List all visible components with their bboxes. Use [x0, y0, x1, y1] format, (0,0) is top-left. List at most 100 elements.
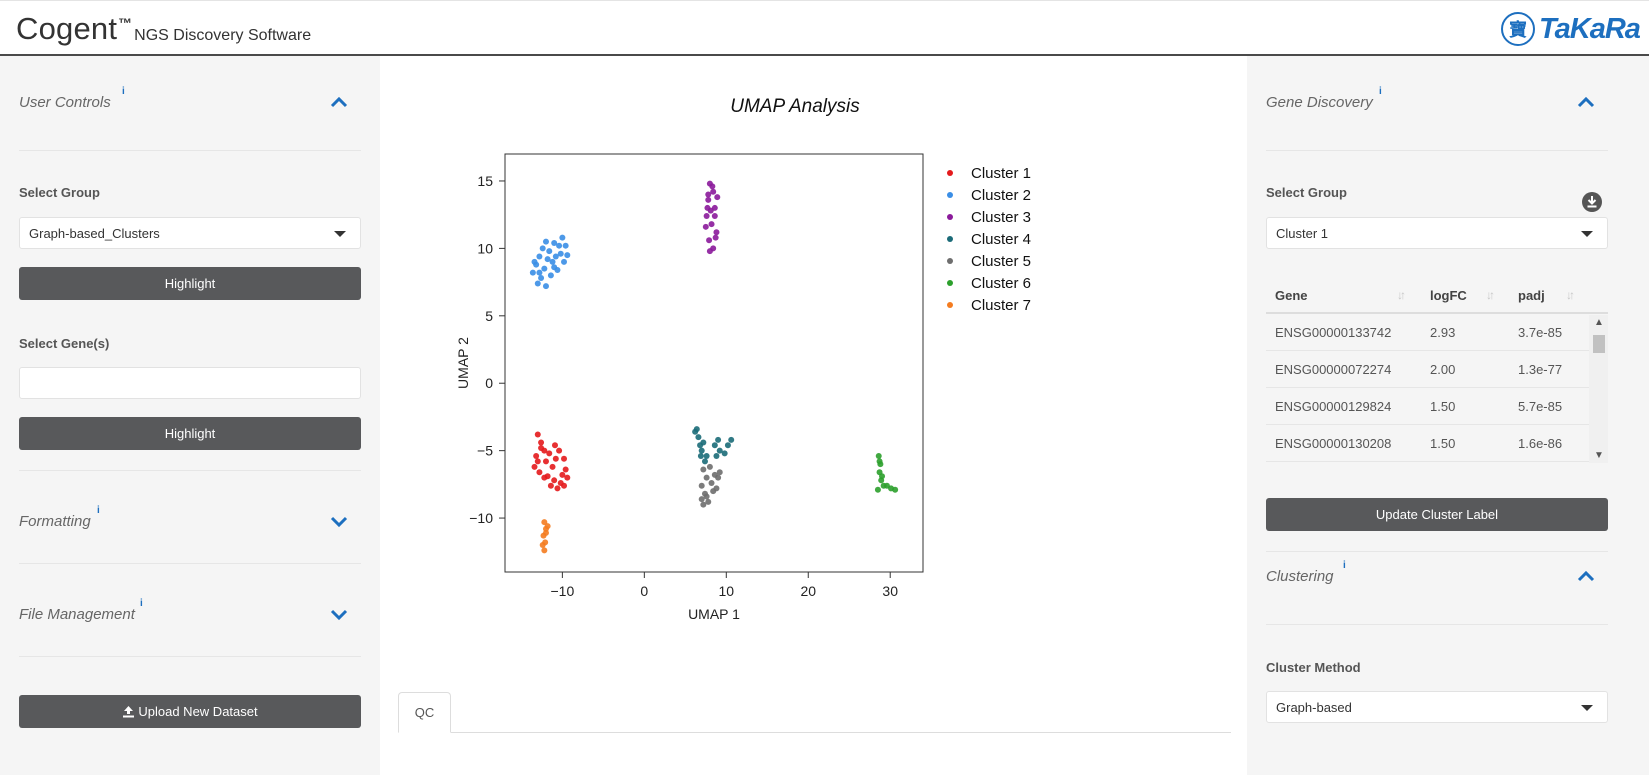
- caret-down-icon: [334, 231, 346, 237]
- data-point: [705, 196, 712, 203]
- y-axis-label: UMAP 2: [455, 337, 471, 389]
- data-point: [700, 501, 707, 508]
- info-icon[interactable]: i: [140, 598, 143, 609]
- data-point: [698, 447, 705, 454]
- gene-cell: ENSG00000133742: [1275, 325, 1392, 340]
- data-point: [541, 474, 548, 481]
- cluster-method-dropdown[interactable]: Graph-based: [1266, 691, 1608, 723]
- column-header-logfc[interactable]: logFC: [1430, 288, 1467, 303]
- legend-label: Cluster 5: [971, 253, 1031, 270]
- upload-dataset-button[interactable]: Upload New Dataset: [19, 695, 361, 728]
- formatting-header[interactable]: Formatting i: [19, 505, 361, 545]
- data-point: [721, 450, 728, 457]
- clustering-header[interactable]: Clustering i: [1266, 560, 1608, 600]
- table-row[interactable]: ENSG00000129824 1.50 5.7e-85: [1266, 388, 1608, 425]
- data-point: [709, 183, 716, 190]
- legend-marker: [947, 192, 953, 198]
- gene-table: Gene ↓↑ logFC ↓↑ padj ↓↑ ENSG00000133742…: [1266, 277, 1608, 463]
- info-icon[interactable]: i: [97, 505, 100, 516]
- brand-name: Cogent: [16, 11, 118, 46]
- sort-icon[interactable]: ↓↑: [1486, 288, 1495, 302]
- left-sidebar: User Controls i Select Group Graph-based…: [0, 56, 380, 775]
- caret-down-icon: [1581, 705, 1593, 711]
- legend-marker: [947, 302, 953, 308]
- sort-icon[interactable]: ↓↑: [1566, 288, 1575, 302]
- data-point: [557, 480, 564, 487]
- select-group-dropdown[interactable]: Graph-based_Clusters: [19, 217, 361, 249]
- clustering-title: Clustering: [1266, 568, 1334, 585]
- data-point: [693, 426, 700, 433]
- takara-logo: 寶 TaKaRa: [1501, 12, 1641, 46]
- file-management-header[interactable]: File Management i: [19, 598, 361, 638]
- cluster-method-value: Graph-based: [1276, 700, 1352, 715]
- data-point: [542, 238, 549, 245]
- scrollbar-thumb[interactable]: [1593, 335, 1605, 353]
- y-tick-label: 0: [485, 375, 493, 391]
- table-row[interactable]: ENSG00000133742 2.93 3.7e-85: [1266, 314, 1608, 351]
- data-point: [564, 252, 571, 259]
- y-tick-label: −10: [469, 510, 493, 526]
- info-icon[interactable]: i: [1379, 86, 1382, 97]
- download-icon[interactable]: [1581, 191, 1603, 213]
- chevron-up-icon[interactable]: [1576, 566, 1596, 586]
- data-point: [551, 477, 558, 484]
- caret-down-icon: [1581, 231, 1593, 237]
- chevron-up-icon[interactable]: [329, 92, 349, 112]
- select-cluster-dropdown[interactable]: Cluster 1: [1266, 217, 1608, 249]
- table-header-row: Gene ↓↑ logFC ↓↑ padj ↓↑: [1266, 277, 1608, 314]
- column-header-padj[interactable]: padj: [1518, 288, 1545, 303]
- trademark: ™: [118, 15, 133, 31]
- select-group-label: Select Group: [19, 185, 100, 200]
- table-row[interactable]: ENSG00000130208 1.50 1.6e-86: [1266, 425, 1608, 462]
- highlight-genes-button[interactable]: Highlight: [19, 417, 361, 450]
- y-tick-label: 5: [485, 308, 493, 324]
- user-controls-title: User Controls: [19, 94, 111, 111]
- select-genes-input[interactable]: [19, 367, 361, 399]
- column-header-gene[interactable]: Gene: [1275, 288, 1308, 303]
- scroll-up-icon[interactable]: ▲: [1594, 317, 1604, 328]
- update-cluster-label-button[interactable]: Update Cluster Label: [1266, 498, 1608, 531]
- scroll-down-icon[interactable]: ▼: [1594, 450, 1604, 461]
- table-scrollbar[interactable]: ▲ ▼: [1589, 315, 1608, 463]
- umap-plot[interactable]: −10 0 10 20 30 −10 −5 0 5 10 15 UMAP 1 UMAP 2 Cluster…: [380, 56, 1247, 636]
- divider: [19, 150, 361, 151]
- data-point: [554, 266, 561, 273]
- data-point: [549, 258, 556, 265]
- table-row[interactable]: ENSG00000072274 2.00 1.3e-77: [1266, 351, 1608, 388]
- data-point: [536, 253, 543, 260]
- data-point: [876, 458, 883, 465]
- user-controls-header[interactable]: User Controls i: [19, 86, 361, 126]
- x-tick-label: 0: [640, 583, 648, 599]
- y-tick-label: −5: [477, 443, 493, 459]
- plot-title: UMAP Analysis: [730, 96, 860, 117]
- data-point: [546, 248, 553, 255]
- chevron-down-icon[interactable]: [329, 511, 349, 531]
- info-icon[interactable]: i: [1343, 560, 1346, 571]
- data-point: [713, 453, 720, 460]
- sort-icon[interactable]: ↓↑: [1397, 288, 1406, 302]
- padj-cell: 1.6e-86: [1518, 436, 1563, 451]
- y-tick-label: 10: [477, 240, 493, 256]
- data-point: [542, 283, 549, 290]
- logo-text: TaKaRa: [1539, 12, 1641, 45]
- chevron-up-icon[interactable]: [1576, 92, 1596, 112]
- data-point: [562, 242, 569, 249]
- data-point: [875, 453, 882, 460]
- info-icon[interactable]: i: [122, 86, 125, 97]
- data-point: [549, 463, 556, 470]
- logo-seal-icon: 寶: [1501, 12, 1535, 46]
- legend-marker: [947, 258, 953, 264]
- upload-icon: [123, 706, 135, 718]
- highlight-group-button[interactable]: Highlight: [19, 267, 361, 300]
- gene-discovery-header[interactable]: Gene Discovery i: [1266, 86, 1608, 126]
- legend-label: Cluster 2: [971, 187, 1031, 204]
- data-point: [697, 453, 704, 460]
- data-point: [556, 242, 563, 249]
- tab-qc[interactable]: QC: [398, 692, 451, 733]
- gene-cell: ENSG00000129824: [1275, 399, 1392, 414]
- data-point: [539, 245, 546, 252]
- chevron-down-icon[interactable]: [329, 604, 349, 624]
- data-point: [715, 436, 722, 443]
- logfc-cell: 1.50: [1430, 436, 1456, 451]
- padj-cell: 1.3e-77: [1518, 362, 1563, 377]
